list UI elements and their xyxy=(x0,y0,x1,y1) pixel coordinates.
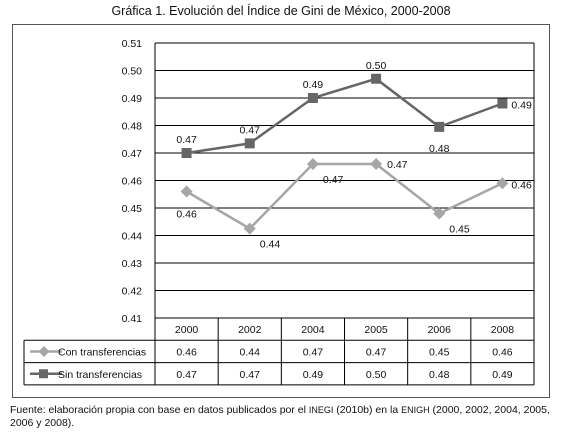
table-value: 0.50 xyxy=(366,369,387,381)
source-enigh: ENIGH xyxy=(401,405,430,415)
data-point xyxy=(370,158,383,170)
data-label: 0.49 xyxy=(511,100,532,112)
source-inegi: INEGI xyxy=(308,405,334,415)
source-middle: (2010b) en la xyxy=(333,404,402,416)
y-tick-label: 0.41 xyxy=(122,313,143,325)
data-point xyxy=(496,177,509,190)
source-suffix: (2000, 2002, 2004, 2005, 2006 y 2008). xyxy=(10,404,550,429)
data-label: 0.49 xyxy=(303,79,324,91)
legend-label: Sin transferencias xyxy=(58,369,142,381)
table-value: 0.49 xyxy=(303,369,324,381)
data-label: 0.47 xyxy=(240,124,261,136)
data-point xyxy=(497,98,508,109)
table-value: 0.44 xyxy=(240,346,261,358)
table-value: 0.46 xyxy=(176,346,197,358)
x-tick-label: 2004 xyxy=(301,324,325,336)
data-point xyxy=(244,138,255,149)
y-tick-label: 0.46 xyxy=(122,176,143,188)
table-value: 0.47 xyxy=(303,346,324,358)
x-tick-label: 2002 xyxy=(238,324,262,336)
data-point xyxy=(434,121,445,132)
x-tick-label: 2000 xyxy=(175,324,199,336)
x-tick-label: 2005 xyxy=(364,324,388,336)
y-tick-label: 0.43 xyxy=(122,258,143,270)
data-label: 0.47 xyxy=(176,134,197,146)
data-label: 0.44 xyxy=(260,239,281,251)
chart-title: Gráfica 1. Evolución del Índice de Gini … xyxy=(111,4,451,18)
source-note: Fuente: elaboración propia con base en d… xyxy=(10,404,555,430)
data-label: 0.47 xyxy=(323,174,344,186)
x-tick-label: 2006 xyxy=(428,324,452,336)
x-tick-label: 2008 xyxy=(491,324,515,336)
data-label: 0.45 xyxy=(449,224,470,236)
data-label: 0.47 xyxy=(387,159,408,171)
y-tick-label: 0.49 xyxy=(122,93,143,105)
data-point xyxy=(180,185,193,198)
table-value: 0.47 xyxy=(366,346,387,358)
data-label: 0.48 xyxy=(429,143,450,155)
table-value: 0.47 xyxy=(240,369,261,381)
gini-line-chart: 0.51 0.50 0.49 0.48 0.47 0.46 0.45 0.44 0.43 0.42… xyxy=(23,38,535,386)
y-tick-label: 0.42 xyxy=(122,286,143,298)
legend-label: Con transferencias xyxy=(58,346,146,358)
table-value: 0.49 xyxy=(492,369,513,381)
data-point xyxy=(181,148,192,158)
y-tick-label: 0.48 xyxy=(122,121,143,133)
data-point xyxy=(306,158,319,170)
y-tick-label: 0.44 xyxy=(122,231,143,243)
data-label: 0.46 xyxy=(176,209,197,221)
table-value: 0.45 xyxy=(429,346,450,358)
data-point xyxy=(433,207,446,220)
series-line xyxy=(186,77,503,155)
table-value: 0.47 xyxy=(176,369,197,381)
legend-marker xyxy=(39,369,48,379)
data-label: 0.50 xyxy=(366,60,387,72)
data-point xyxy=(243,222,256,235)
data-label: 0.46 xyxy=(511,179,532,191)
chart-frame xyxy=(12,24,550,398)
y-tick-label: 0.50 xyxy=(122,66,143,78)
legend-marker xyxy=(38,345,50,357)
source-prefix: Fuente: elaboración propia con base en d… xyxy=(10,404,309,416)
data-point xyxy=(307,93,318,103)
y-tick-label: 0.45 xyxy=(122,203,143,215)
table-value: 0.48 xyxy=(429,369,450,381)
table-value: 0.46 xyxy=(492,346,513,358)
y-tick-label: 0.51 xyxy=(122,38,143,50)
y-tick-label: 0.47 xyxy=(122,148,143,160)
data-point xyxy=(371,73,382,84)
series-line xyxy=(185,162,503,231)
